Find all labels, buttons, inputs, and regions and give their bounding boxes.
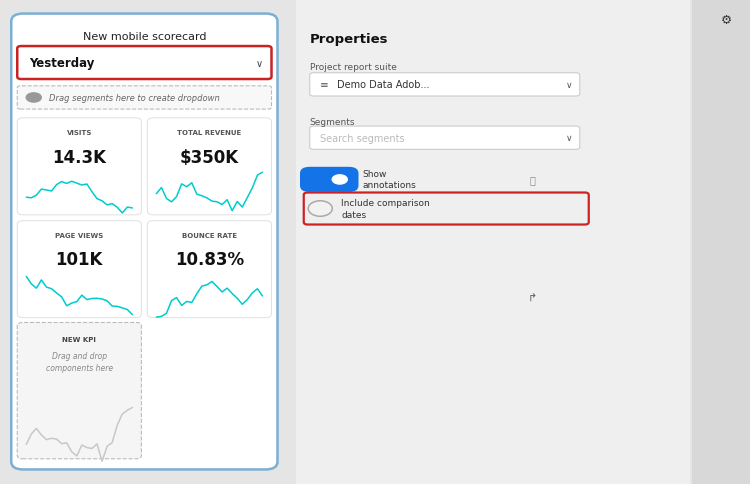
Text: 10.83%: 10.83% bbox=[175, 251, 244, 269]
Text: 101K: 101K bbox=[56, 251, 103, 269]
Text: ⚙: ⚙ bbox=[720, 14, 731, 27]
FancyBboxPatch shape bbox=[17, 323, 141, 459]
Text: Segments: Segments bbox=[310, 118, 356, 126]
FancyBboxPatch shape bbox=[300, 167, 358, 193]
Text: ∨: ∨ bbox=[256, 59, 263, 68]
Circle shape bbox=[26, 93, 42, 104]
Circle shape bbox=[308, 201, 332, 217]
FancyBboxPatch shape bbox=[310, 74, 580, 97]
Text: Project report suite: Project report suite bbox=[310, 63, 397, 72]
Text: BOUNCE RATE: BOUNCE RATE bbox=[182, 233, 237, 239]
Text: $350K: $350K bbox=[180, 148, 239, 166]
FancyBboxPatch shape bbox=[11, 15, 278, 469]
Text: New mobile scorecard: New mobile scorecard bbox=[82, 32, 206, 42]
FancyBboxPatch shape bbox=[147, 221, 272, 318]
Text: TOTAL REVENUE: TOTAL REVENUE bbox=[177, 130, 242, 136]
FancyBboxPatch shape bbox=[17, 47, 272, 80]
Text: ↱: ↱ bbox=[528, 293, 537, 302]
Text: Demo Data Adob...: Demo Data Adob... bbox=[337, 80, 429, 90]
FancyBboxPatch shape bbox=[310, 127, 580, 150]
Text: PAGE VIEWS: PAGE VIEWS bbox=[56, 233, 104, 239]
Text: ≡: ≡ bbox=[320, 80, 329, 90]
FancyBboxPatch shape bbox=[304, 193, 589, 225]
Bar bbox=[296, 0, 690, 484]
Circle shape bbox=[332, 175, 348, 185]
Text: Search segments: Search segments bbox=[320, 134, 405, 143]
Text: Properties: Properties bbox=[310, 33, 388, 46]
Text: Show
annotations: Show annotations bbox=[362, 170, 416, 190]
Text: ⓘ: ⓘ bbox=[530, 175, 536, 185]
FancyBboxPatch shape bbox=[17, 87, 272, 110]
Text: NEW KPI: NEW KPI bbox=[62, 336, 96, 342]
Text: VISITS: VISITS bbox=[67, 130, 92, 136]
FancyBboxPatch shape bbox=[147, 119, 272, 215]
Text: Drag segments here to create dropdown: Drag segments here to create dropdown bbox=[49, 94, 220, 103]
Text: 14.3K: 14.3K bbox=[53, 148, 106, 166]
FancyBboxPatch shape bbox=[17, 221, 141, 318]
Text: Yesterday: Yesterday bbox=[29, 57, 94, 70]
FancyBboxPatch shape bbox=[17, 119, 141, 215]
Text: ∨: ∨ bbox=[566, 134, 572, 143]
Text: Include comparison
dates: Include comparison dates bbox=[341, 199, 430, 219]
Bar bbox=[692, 0, 750, 484]
Text: Drag and drop
components here: Drag and drop components here bbox=[46, 351, 112, 372]
Text: ∨: ∨ bbox=[566, 81, 572, 90]
